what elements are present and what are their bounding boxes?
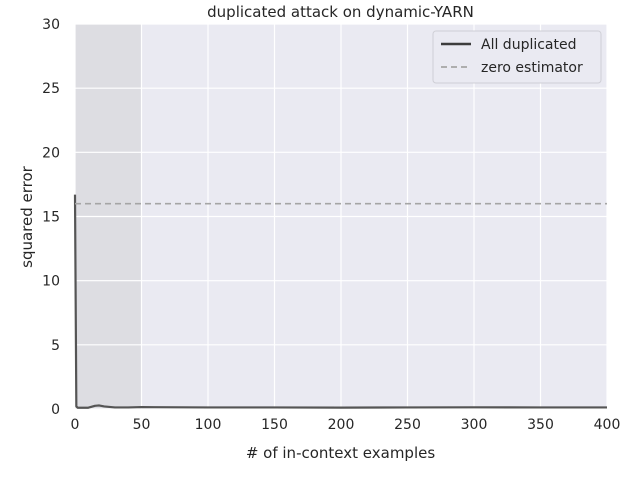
y-tick-label: 15 xyxy=(42,210,60,226)
y-axis-label: squared error xyxy=(18,165,36,268)
y-tick-label: 0 xyxy=(51,402,60,418)
x-tick-label: 0 xyxy=(71,417,80,433)
y-tick-label: 20 xyxy=(42,145,60,161)
x-tick-label: 50 xyxy=(133,417,151,433)
y-tick-label: 5 xyxy=(51,338,60,354)
legend-label-all-duplicated: All duplicated xyxy=(481,37,577,53)
y-tick-label: 10 xyxy=(42,274,60,290)
y-tick-label: 30 xyxy=(42,17,60,33)
chart-title: duplicated attack on dynamic-YARN xyxy=(207,3,474,21)
legend-box xyxy=(432,30,602,84)
y-tick-labels: 0 5 10 15 20 25 30 xyxy=(42,17,60,418)
x-tick-labels: 0 50 100 150 200 250 300 350 400 xyxy=(71,417,621,433)
x-axis-label: # of in-context examples xyxy=(246,444,436,462)
legend-label-zero-estimator: zero estimator xyxy=(481,60,583,76)
x-tick-label: 100 xyxy=(195,417,222,433)
y-tick-label: 25 xyxy=(42,81,60,97)
x-tick-label: 150 xyxy=(261,417,288,433)
legend: All duplicated zero estimator xyxy=(432,30,602,84)
x-tick-label: 200 xyxy=(328,417,355,433)
series-layer xyxy=(73,194,607,409)
x-tick-label: 250 xyxy=(394,417,421,433)
grid-lines xyxy=(74,23,608,410)
x-tick-label: 350 xyxy=(527,417,554,433)
x-tick-label: 300 xyxy=(461,417,488,433)
series-line-0 xyxy=(73,194,607,409)
x-tick-label: 400 xyxy=(594,417,621,433)
